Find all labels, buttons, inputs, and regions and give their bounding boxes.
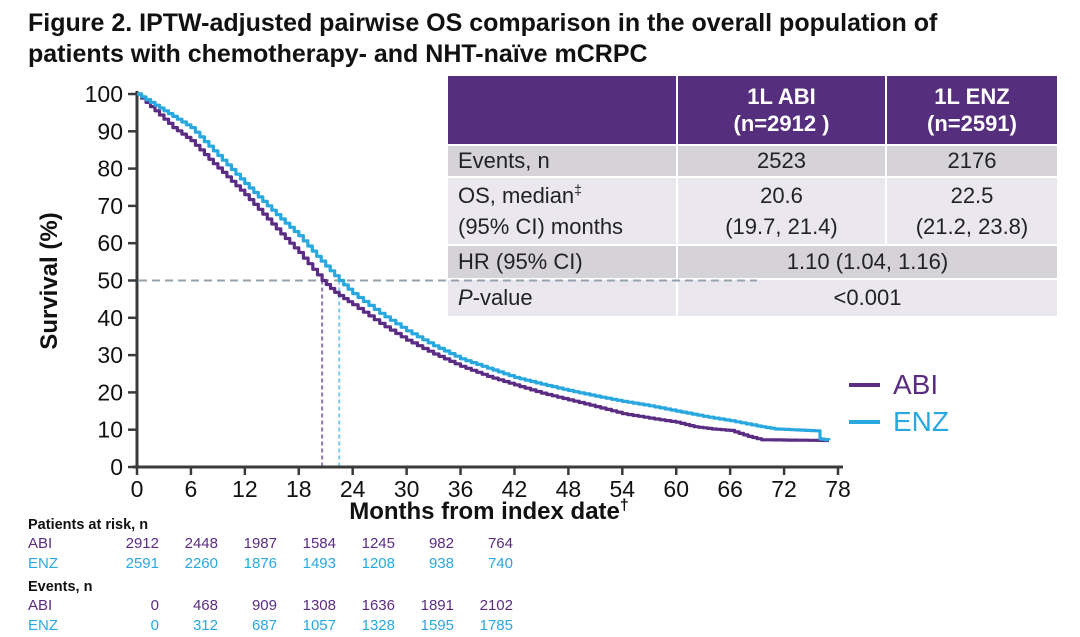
risk-tables: Patients at risk, n ABI 2912 2448 1987 1584 1… bbox=[28, 517, 513, 636]
risk-value: 1208 bbox=[361, 555, 395, 572]
y-tick-label: 0 bbox=[110, 454, 123, 480]
enz-line-swatch bbox=[849, 419, 880, 424]
risk-value: 1057 bbox=[302, 617, 336, 634]
risk-value: 1245 bbox=[361, 535, 395, 552]
risk-row-label: ENZ bbox=[28, 617, 58, 634]
x-tick-label: 6 bbox=[185, 476, 198, 502]
risk-value: 687 bbox=[251, 617, 277, 634]
figure-title-line1: Figure 2. IPTW-adjusted pairwise OS comp… bbox=[28, 9, 938, 37]
stats-header-abi-line2: (n=2912 ) bbox=[733, 111, 830, 136]
figure-title-line2: patients with chemotherapy- and NHT-naïv… bbox=[28, 40, 648, 68]
risk-value: 740 bbox=[487, 555, 513, 572]
y-tick-label: 70 bbox=[97, 193, 123, 219]
risk-row-label: ABI bbox=[28, 597, 53, 614]
abi-line-swatch bbox=[849, 382, 880, 387]
y-tick-label: 50 bbox=[97, 268, 123, 294]
stats-header-enz: 1L ENZ (n=2591) bbox=[887, 76, 1057, 144]
legend-item-enz: ENZ bbox=[849, 403, 949, 440]
risk-value: 2102 bbox=[479, 597, 513, 614]
x-tick-label: 12 bbox=[232, 476, 258, 502]
risk-value: 1328 bbox=[361, 617, 395, 634]
events-rows: ABI 0 468 909 1308 1636 1891 2102 ENZ 0 312 687 1057… bbox=[28, 596, 513, 636]
risk-value: 1493 bbox=[302, 555, 336, 572]
stats-hr-value: 1.10 (1.04, 1.16) bbox=[678, 246, 1057, 278]
x-tick-label: 18 bbox=[286, 476, 312, 502]
stats-header-abi-line1: 1L ABI bbox=[747, 84, 816, 109]
figure-title: Figure 2. IPTW-adjusted pairwise OS comp… bbox=[28, 8, 1068, 70]
x-tick-label: 54 bbox=[610, 476, 636, 502]
risk-value: 1891 bbox=[420, 597, 454, 614]
stats-header-empty bbox=[448, 76, 676, 144]
y-tick-label: 100 bbox=[85, 81, 123, 107]
risk-value: 764 bbox=[487, 535, 513, 552]
risk-value: 909 bbox=[251, 597, 277, 614]
y-axis-title: Survival (%) bbox=[36, 212, 63, 349]
y-tick-label: 10 bbox=[97, 417, 123, 443]
stats-row-pvalue-label: P-value bbox=[448, 280, 676, 316]
risk-row-abi: ABI 0 468 909 1308 1636 1891 2102 bbox=[28, 596, 513, 616]
risk-value: 2448 bbox=[184, 535, 218, 552]
patients-at-risk-header: Patients at risk, n bbox=[28, 517, 149, 533]
y-tick-label: 90 bbox=[97, 118, 123, 144]
stats-header-enz-line2: (n=2591) bbox=[927, 111, 1017, 136]
risk-row-label: ENZ bbox=[28, 555, 58, 572]
risk-value: 2591 bbox=[125, 555, 159, 572]
stats-os-abi: 20.6 (19.7, 21.4) bbox=[678, 178, 885, 244]
x-tick-label: 36 bbox=[448, 476, 474, 502]
stats-events-enz: 2176 bbox=[887, 146, 1057, 176]
risk-value: 0 bbox=[150, 617, 159, 634]
risk-value: 312 bbox=[192, 617, 218, 634]
legend-label-abi: ABI bbox=[893, 368, 939, 400]
risk-value: 1636 bbox=[361, 597, 395, 614]
risk-value: 1308 bbox=[302, 597, 336, 614]
x-tick-label: 0 bbox=[131, 476, 144, 502]
stats-row-os-label: OS, median‡ (95% CI) months bbox=[448, 178, 676, 244]
stats-header-abi: 1L ABI (n=2912 ) bbox=[678, 76, 885, 144]
stats-os-enz: 22.5 (21.2, 23.8) bbox=[887, 178, 1057, 244]
x-tick-label: 60 bbox=[663, 476, 689, 502]
stats-events-abi: 2523 bbox=[678, 146, 885, 176]
chart-legend: ABI ENZ bbox=[849, 366, 949, 440]
y-tick-label: 60 bbox=[97, 230, 123, 256]
x-tick-label: 30 bbox=[394, 476, 420, 502]
y-tick-label: 80 bbox=[97, 156, 123, 182]
risk-value: 2260 bbox=[184, 555, 218, 572]
risk-value: 1876 bbox=[243, 555, 277, 572]
risk-value: 468 bbox=[192, 597, 218, 614]
risk-value: 1987 bbox=[243, 535, 277, 552]
x-tick-label: 42 bbox=[502, 476, 528, 502]
risk-value: 0 bbox=[150, 597, 159, 614]
risk-row-enz: ENZ 2591 2260 1876 1493 1208 938 740 bbox=[28, 554, 513, 574]
stats-header-enz-line1: 1L ENZ bbox=[934, 84, 1010, 109]
risk-row-abi: ABI 2912 2448 1987 1584 1245 982 764 bbox=[28, 534, 513, 554]
x-tick-label: 72 bbox=[771, 476, 797, 502]
y-tick-label: 20 bbox=[97, 379, 123, 405]
x-tick-label: 78 bbox=[825, 476, 851, 502]
x-tick-label: 66 bbox=[717, 476, 743, 502]
risk-value: 1595 bbox=[420, 617, 454, 634]
events-header: Events, n bbox=[28, 579, 93, 595]
stats-table: 1L ABI (n=2912 ) 1L ENZ (n=2591) Events,… bbox=[448, 76, 1057, 316]
risk-value: 1785 bbox=[479, 617, 513, 634]
double-dagger-footnote: ‡ bbox=[574, 181, 582, 198]
stats-pvalue-value: <0.001 bbox=[678, 280, 1057, 316]
stats-row-events-label: Events, n bbox=[448, 146, 676, 176]
risk-value: 1584 bbox=[302, 535, 336, 552]
legend-item-abi: ABI bbox=[849, 366, 949, 403]
patients-at-risk-rows: ABI 2912 2448 1987 1584 1245 982 764 ENZ 2591 2260… bbox=[28, 534, 513, 574]
risk-row-label: ABI bbox=[28, 535, 53, 552]
risk-value: 982 bbox=[428, 535, 454, 552]
risk-value: 2912 bbox=[125, 535, 159, 552]
legend-label-enz: ENZ bbox=[893, 405, 949, 437]
x-tick-label: 48 bbox=[556, 476, 582, 502]
x-tick-label: 24 bbox=[340, 476, 366, 502]
risk-row-enz: ENZ 0 312 687 1057 1328 1595 1785 bbox=[28, 616, 513, 636]
risk-value: 938 bbox=[428, 555, 454, 572]
stats-row-hr-label: HR (95% CI) bbox=[448, 246, 676, 278]
y-tick-label: 30 bbox=[97, 342, 123, 368]
y-tick-label: 40 bbox=[97, 305, 123, 331]
